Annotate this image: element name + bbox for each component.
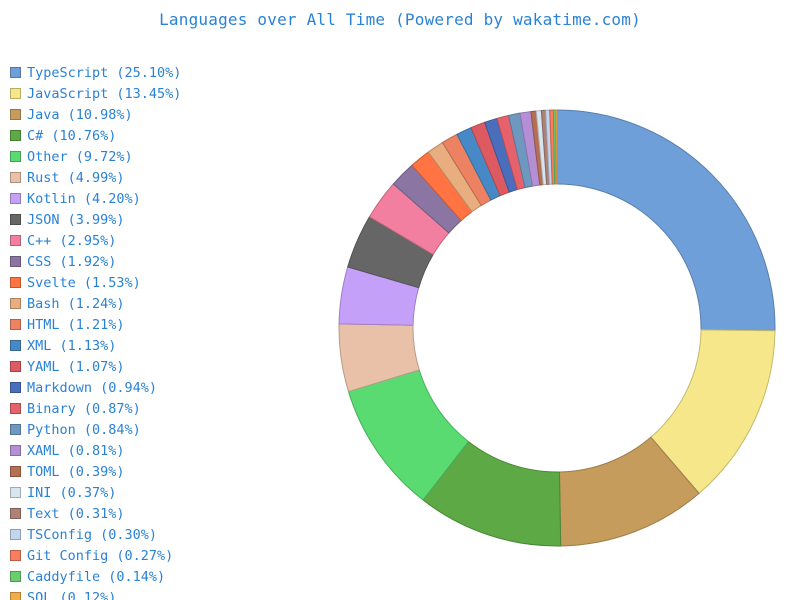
legend-swatch [10, 550, 21, 561]
legend-item[interactable]: HTML (1.21%) [10, 314, 181, 335]
chart-legend: TypeScript (25.10%) JavaScript (13.45%) Ja… [10, 62, 181, 600]
chart-title: Languages over All Time (Powered by waka… [159, 10, 641, 29]
legend-item[interactable]: Binary (0.87%) [10, 398, 181, 419]
legend-item[interactable]: Markdown (0.94%) [10, 377, 181, 398]
legend-swatch [10, 130, 21, 141]
legend-item[interactable]: Python (0.84%) [10, 419, 181, 440]
legend-item[interactable]: CSS (1.92%) [10, 251, 181, 272]
legend-label: CSS (1.92%) [27, 253, 117, 270]
legend-label: XML (1.13%) [27, 337, 117, 354]
legend-item[interactable]: TypeScript (25.10%) [10, 62, 181, 83]
legend-swatch [10, 487, 21, 498]
legend-item[interactable]: SQL (0.12%) [10, 587, 181, 600]
legend-label: INI (0.37%) [27, 484, 117, 501]
legend-label: Python (0.84%) [27, 421, 141, 438]
legend-label: Git Config (0.27%) [27, 547, 174, 564]
legend-swatch [10, 571, 21, 582]
legend-item[interactable]: INI (0.37%) [10, 482, 181, 503]
legend-label: Markdown (0.94%) [27, 379, 158, 396]
legend-swatch [10, 172, 21, 183]
legend-swatch [10, 88, 21, 99]
legend-item[interactable]: Rust (4.99%) [10, 167, 181, 188]
legend-item[interactable]: C# (10.76%) [10, 125, 181, 146]
legend-swatch [10, 529, 21, 540]
donut-slice-sql[interactable] [554, 109, 558, 185]
legend-swatch [10, 424, 21, 435]
legend-item[interactable]: Caddyfile (0.14%) [10, 566, 181, 587]
legend-swatch [10, 382, 21, 393]
legend-label: C++ (2.95%) [27, 232, 117, 249]
legend-swatch [10, 298, 21, 309]
legend-label: TOML (0.39%) [27, 463, 125, 480]
legend-label: YAML (1.07%) [27, 358, 125, 375]
legend-swatch [10, 403, 21, 414]
legend-item[interactable]: XAML (0.81%) [10, 440, 181, 461]
legend-label: Bash (1.24%) [27, 295, 125, 312]
legend-item[interactable]: Svelte (1.53%) [10, 272, 181, 293]
legend-swatch [10, 67, 21, 78]
legend-swatch [10, 151, 21, 162]
legend-item[interactable]: JavaScript (13.45%) [10, 83, 181, 104]
legend-label: JSON (3.99%) [27, 211, 125, 228]
legend-swatch [10, 277, 21, 288]
legend-item[interactable]: Bash (1.24%) [10, 293, 181, 314]
legend-label: Caddyfile (0.14%) [27, 568, 166, 585]
legend-label: Text (0.31%) [27, 505, 125, 522]
legend-label: Java (10.98%) [27, 106, 133, 123]
legend-swatch [10, 466, 21, 477]
legend-label: HTML (1.21%) [27, 316, 125, 333]
legend-swatch [10, 445, 21, 456]
legend-label: Rust (4.99%) [27, 169, 125, 186]
legend-item[interactable]: TOML (0.39%) [10, 461, 181, 482]
legend-item[interactable]: Kotlin (4.20%) [10, 188, 181, 209]
legend-item[interactable]: TSConfig (0.30%) [10, 524, 181, 545]
legend-swatch [10, 319, 21, 330]
legend-item[interactable]: Java (10.98%) [10, 104, 181, 125]
legend-item[interactable]: YAML (1.07%) [10, 356, 181, 377]
legend-item[interactable]: Git Config (0.27%) [10, 545, 181, 566]
legend-label: Kotlin (4.20%) [27, 190, 141, 207]
legend-swatch [10, 361, 21, 372]
donut-slice-typescript[interactable] [556, 109, 776, 332]
legend-label: SQL (0.12%) [27, 589, 117, 600]
legend-swatch [10, 235, 21, 246]
legend-swatch [10, 592, 21, 600]
legend-label: Svelte (1.53%) [27, 274, 141, 291]
legend-label: Other (9.72%) [27, 148, 133, 165]
legend-swatch [10, 193, 21, 204]
legend-item[interactable]: Other (9.72%) [10, 146, 181, 167]
legend-label: C# (10.76%) [27, 127, 117, 144]
legend-item[interactable]: JSON (3.99%) [10, 209, 181, 230]
legend-swatch [10, 508, 21, 519]
legend-label: Binary (0.87%) [27, 400, 141, 417]
legend-swatch [10, 340, 21, 351]
legend-label: JavaScript (13.45%) [27, 85, 182, 102]
legend-item[interactable]: C++ (2.95%) [10, 230, 181, 251]
legend-label: XAML (0.81%) [27, 442, 125, 459]
legend-swatch [10, 109, 21, 120]
legend-swatch [10, 214, 21, 225]
legend-label: TypeScript (25.10%) [27, 64, 182, 81]
legend-swatch [10, 256, 21, 267]
legend-item[interactable]: Text (0.31%) [10, 503, 181, 524]
legend-item[interactable]: XML (1.13%) [10, 335, 181, 356]
legend-label: TSConfig (0.30%) [27, 526, 158, 543]
